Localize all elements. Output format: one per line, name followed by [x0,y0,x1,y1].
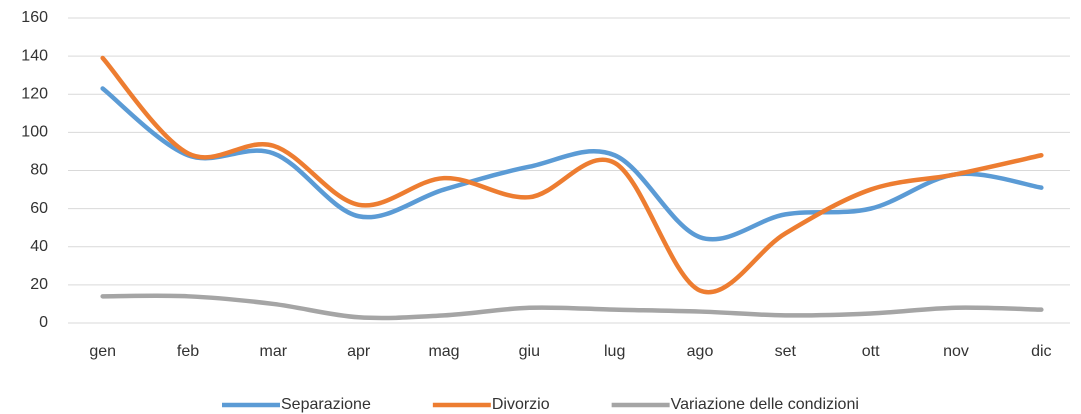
y-tick-label: 20 [30,276,48,293]
legend-label: Divorzio [492,396,550,413]
y-tick-label: 140 [21,47,48,64]
series-line [100,293,1044,321]
y-tick-label: 80 [30,162,48,179]
x-tick-label: mar [260,343,288,360]
series-line [100,55,1044,295]
series-line [100,86,1044,242]
y-tick-label: 100 [21,124,48,141]
x-tick-label: ago [687,343,714,360]
x-tick-label: giu [519,343,540,360]
y-tick-label: 40 [30,238,48,255]
x-tick-label: mag [428,343,459,360]
x-tick-label: ott [862,343,880,360]
x-tick-label: gen [89,343,116,360]
x-tick-label: apr [347,343,371,360]
y-tick-label: 0 [39,314,48,331]
x-tick-label: set [775,343,797,360]
x-tick-label: feb [177,343,199,360]
x-tick-label: dic [1031,343,1051,360]
legend-label: Variazione delle condizioni [671,396,859,413]
x-tick-label: lug [604,343,625,360]
x-tick-label: nov [943,343,969,360]
y-tick-label: 160 [21,9,48,26]
y-tick-label: 60 [30,200,48,217]
y-tick-label: 120 [21,85,48,102]
legend-label: Separazione [281,396,371,413]
